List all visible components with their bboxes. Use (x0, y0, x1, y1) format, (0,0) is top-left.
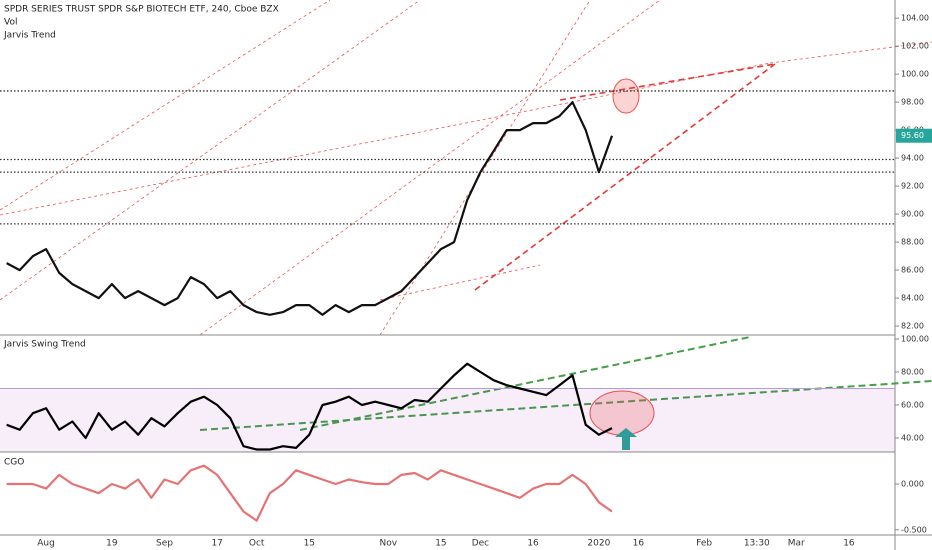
x-tick-label: Sep (156, 539, 173, 549)
wedge-lines (474, 63, 776, 291)
x-tick-label: 19 (106, 539, 118, 549)
y-tick-label: 88.00 (901, 238, 924, 247)
up-arrow (615, 428, 637, 450)
x-tick-label: Mar (788, 539, 805, 549)
y-tick-label: 0.000 (901, 480, 924, 489)
y-tick-label: -0.500 (901, 525, 927, 534)
x-tick-label: Oct (249, 539, 265, 549)
x-tick-label: 17 (211, 539, 222, 549)
x-tick-label: 15 (435, 539, 446, 549)
y-tick-label: 92.00 (901, 182, 924, 191)
y-tick-label: 90.00 (901, 210, 924, 219)
indicator-label: Jarvis Trend (3, 31, 56, 41)
x-tick-label: 16 (527, 539, 539, 549)
x-tick-label: 15 (304, 539, 315, 549)
x-tick-label: 16 (633, 539, 645, 549)
y-tick-label: 86.00 (901, 266, 924, 275)
x-tick-label: Feb (696, 539, 712, 549)
swing-trend-lines (199, 336, 932, 431)
highlight-ellipse (612, 78, 640, 114)
pane-title: CGO (4, 458, 24, 468)
y-tick-label: 94.00 (901, 154, 924, 163)
x-tick-label: Nov (379, 539, 397, 549)
y-tick-label: 60.00 (901, 400, 924, 409)
chart-title: SPDR SERIES TRUST SPDR S&P BIOTECH ETF, … (4, 5, 279, 15)
y-tick-label: 100.00 (901, 70, 929, 79)
y-tick-label: 100.00 (901, 334, 929, 343)
y-tick-label: 80.00 (901, 367, 924, 376)
series-line (6, 362, 613, 451)
y-tick-label: 40.00 (901, 433, 924, 442)
x-tick-label: Aug (37, 539, 55, 549)
y-tick-label: 84.00 (901, 294, 924, 303)
last-value-box (896, 128, 932, 143)
series-line (6, 464, 613, 522)
x-tick-label: 13:30 (744, 539, 770, 549)
x-tick-label: 16 (843, 539, 855, 549)
y-tick-label: 82.00 (901, 322, 924, 331)
x-tick-label: 2020 (587, 539, 610, 549)
y-tick-label: 104.00 (901, 14, 929, 23)
pane-title: Jarvis Swing Trend (3, 340, 86, 350)
trend-lines (0, 0, 932, 336)
band (0, 388, 895, 452)
x-tick-label: Dec (472, 539, 489, 549)
y-tick-label: 98.00 (901, 98, 924, 107)
indicator-label: Vol (4, 18, 17, 28)
y-tick-label: 102.00 (901, 42, 929, 51)
last-value-label: 95.60 (901, 131, 924, 140)
series-line (6, 101, 614, 316)
